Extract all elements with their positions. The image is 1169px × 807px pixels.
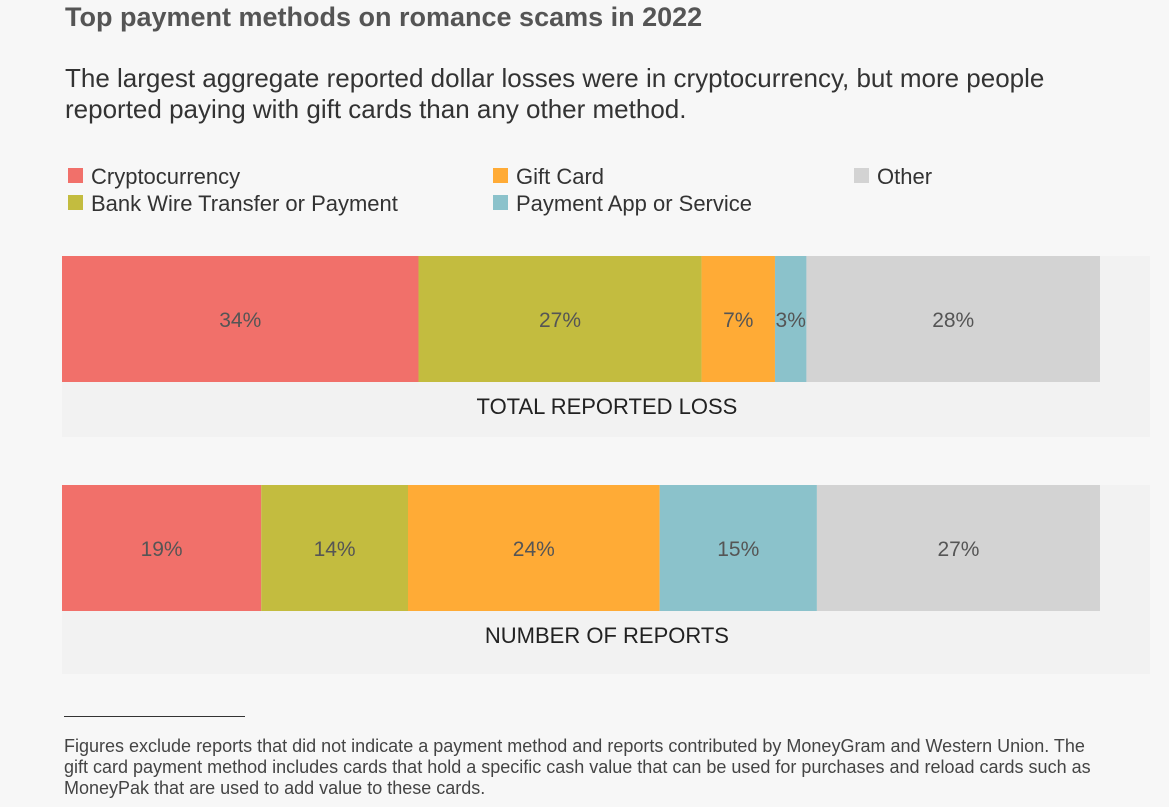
bar-segment <box>701 256 775 382</box>
chart-subtitle: The largest aggregate reported dollar lo… <box>65 63 1045 124</box>
legend-item-gift-card: Gift Card <box>493 164 604 190</box>
bar-segment <box>806 256 1100 382</box>
legend-item-payment-app: Payment App or Service <box>493 191 752 217</box>
bar-segment <box>659 485 817 611</box>
bar-segment <box>816 485 1100 611</box>
legend-label: Gift Card <box>516 164 605 189</box>
bar-value-label: 28% <box>932 309 974 332</box>
bar-value-label: 19% <box>141 538 183 561</box>
legend-label: Other <box>877 164 933 189</box>
legend-label: Cryptocurrency <box>91 164 241 189</box>
bar-segment <box>261 485 408 611</box>
legend-swatch <box>854 168 869 183</box>
bar-caption: TOTAL REPORTED LOSS <box>477 394 738 419</box>
bar-value-label: 24% <box>513 538 555 561</box>
legend-label: Bank Wire Transfer or Payment <box>91 191 398 216</box>
bar-segment <box>418 256 702 382</box>
legend-swatch <box>68 168 83 183</box>
legend-item-other: Other <box>854 164 932 190</box>
legend-swatch <box>68 195 83 210</box>
footnote-divider <box>64 716 245 717</box>
bar-value-label: 15% <box>717 538 759 561</box>
bar-segment <box>774 256 807 382</box>
bar-value-label: 27% <box>539 309 581 332</box>
legend-swatch <box>493 168 508 183</box>
legend-swatch <box>493 195 508 210</box>
legend-label: Payment App or Service <box>516 191 753 216</box>
bar-segment <box>62 485 262 611</box>
bar-value-label: 34% <box>219 309 261 332</box>
legend-item-bank-wire: Bank Wire Transfer or Payment <box>68 191 398 217</box>
bar-caption: NUMBER OF REPORTS <box>485 623 729 648</box>
bar-value-label: 3% <box>776 309 806 332</box>
legend-item-cryptocurrency: Cryptocurrency <box>68 164 240 190</box>
bar-value-label: 14% <box>314 538 356 561</box>
footnote: Figures exclude reports that did not ind… <box>64 736 1091 798</box>
bar-value-label: 27% <box>937 538 979 561</box>
legend: Cryptocurrency Gift Card Other Bank Wire… <box>68 164 1158 224</box>
bar-segment <box>62 256 419 382</box>
chart-title: Top payment methods on romance scams in … <box>65 2 703 32</box>
bar-segment <box>408 485 660 611</box>
stacked-bar-chart: 34% 27% 7% 3% 28% TOTAL REPORTED LOSS 19% 14% 24… <box>62 256 1100 648</box>
bar-value-label: 7% <box>723 309 753 332</box>
